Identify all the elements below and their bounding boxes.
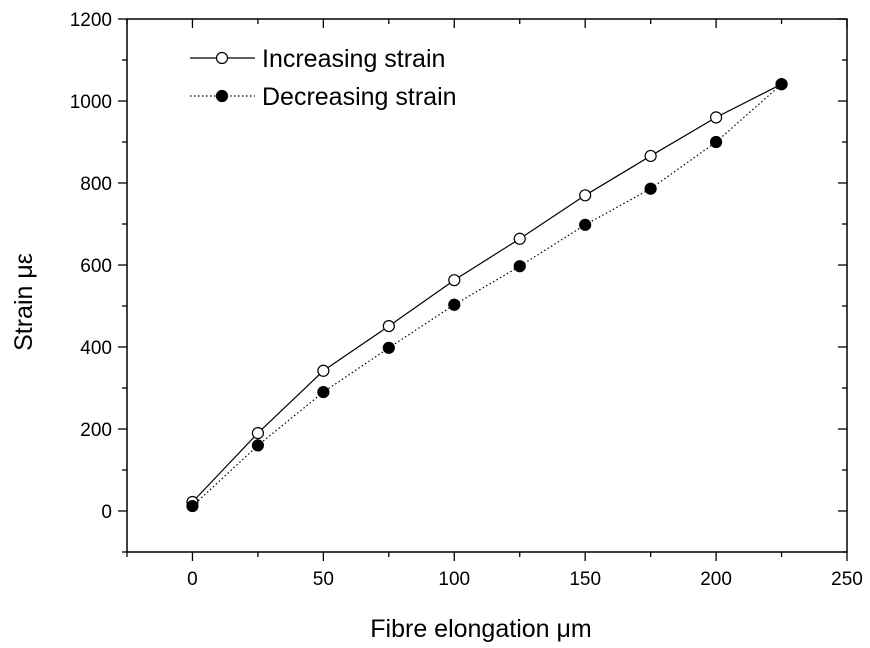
axis-ticks	[118, 18, 848, 561]
data-point	[709, 111, 723, 124]
y-tick-label: 0	[101, 502, 112, 523]
data-point	[186, 499, 199, 513]
x-tick-label: 100	[438, 569, 470, 590]
y-tick-label: 600	[80, 256, 112, 277]
legend: Increasing strain Decreasing strain	[190, 45, 457, 111]
y-tick-label: 400	[80, 338, 112, 359]
y-tick-label: 200	[80, 420, 112, 441]
plot-border	[126, 18, 848, 553]
y-tick-label: 800	[80, 174, 112, 195]
data-point	[513, 232, 526, 245]
data-point	[448, 298, 461, 311]
plot-frame	[126, 18, 848, 553]
y-axis-title: Strain με	[10, 253, 38, 351]
x-tick-label: 150	[569, 569, 601, 590]
axis-tick-labels: 0 50 100 150 200 250 0 200 400 600 800 1000 1200	[70, 10, 863, 590]
x-axis-title: Fibre elongation μm	[370, 615, 591, 643]
data-point	[775, 78, 788, 91]
x-tick-label: 250	[831, 569, 863, 590]
data-point	[251, 427, 265, 440]
legend-label: Increasing strain	[262, 45, 445, 73]
legend-label: Decreasing strain	[262, 83, 457, 111]
legend-marker	[215, 51, 229, 65]
data-point	[579, 218, 592, 231]
data-point	[251, 439, 265, 452]
data-point	[644, 182, 657, 195]
data-point	[317, 364, 330, 377]
x-tick-label: 0	[187, 569, 198, 590]
data-point	[382, 319, 395, 333]
legend-item: Increasing strain	[190, 45, 445, 73]
data-point	[513, 260, 526, 273]
series-line	[192, 83, 782, 503]
legend-marker	[215, 89, 229, 103]
data-point	[579, 189, 592, 202]
series-decreasing-strain	[186, 78, 788, 513]
data-point	[317, 386, 330, 399]
y-tick-label: 1200	[70, 10, 112, 31]
x-tick-label: 50	[313, 569, 334, 590]
data-point	[448, 274, 461, 287]
data-point	[709, 135, 723, 149]
data-point	[644, 149, 657, 163]
legend-item: Decreasing strain	[190, 83, 457, 111]
y-tick-label: 1000	[70, 92, 112, 113]
data-point	[382, 341, 395, 354]
series-increasing-strain	[186, 78, 788, 509]
x-tick-label: 200	[700, 569, 732, 590]
data-series	[186, 78, 788, 513]
series-line	[192, 83, 782, 507]
